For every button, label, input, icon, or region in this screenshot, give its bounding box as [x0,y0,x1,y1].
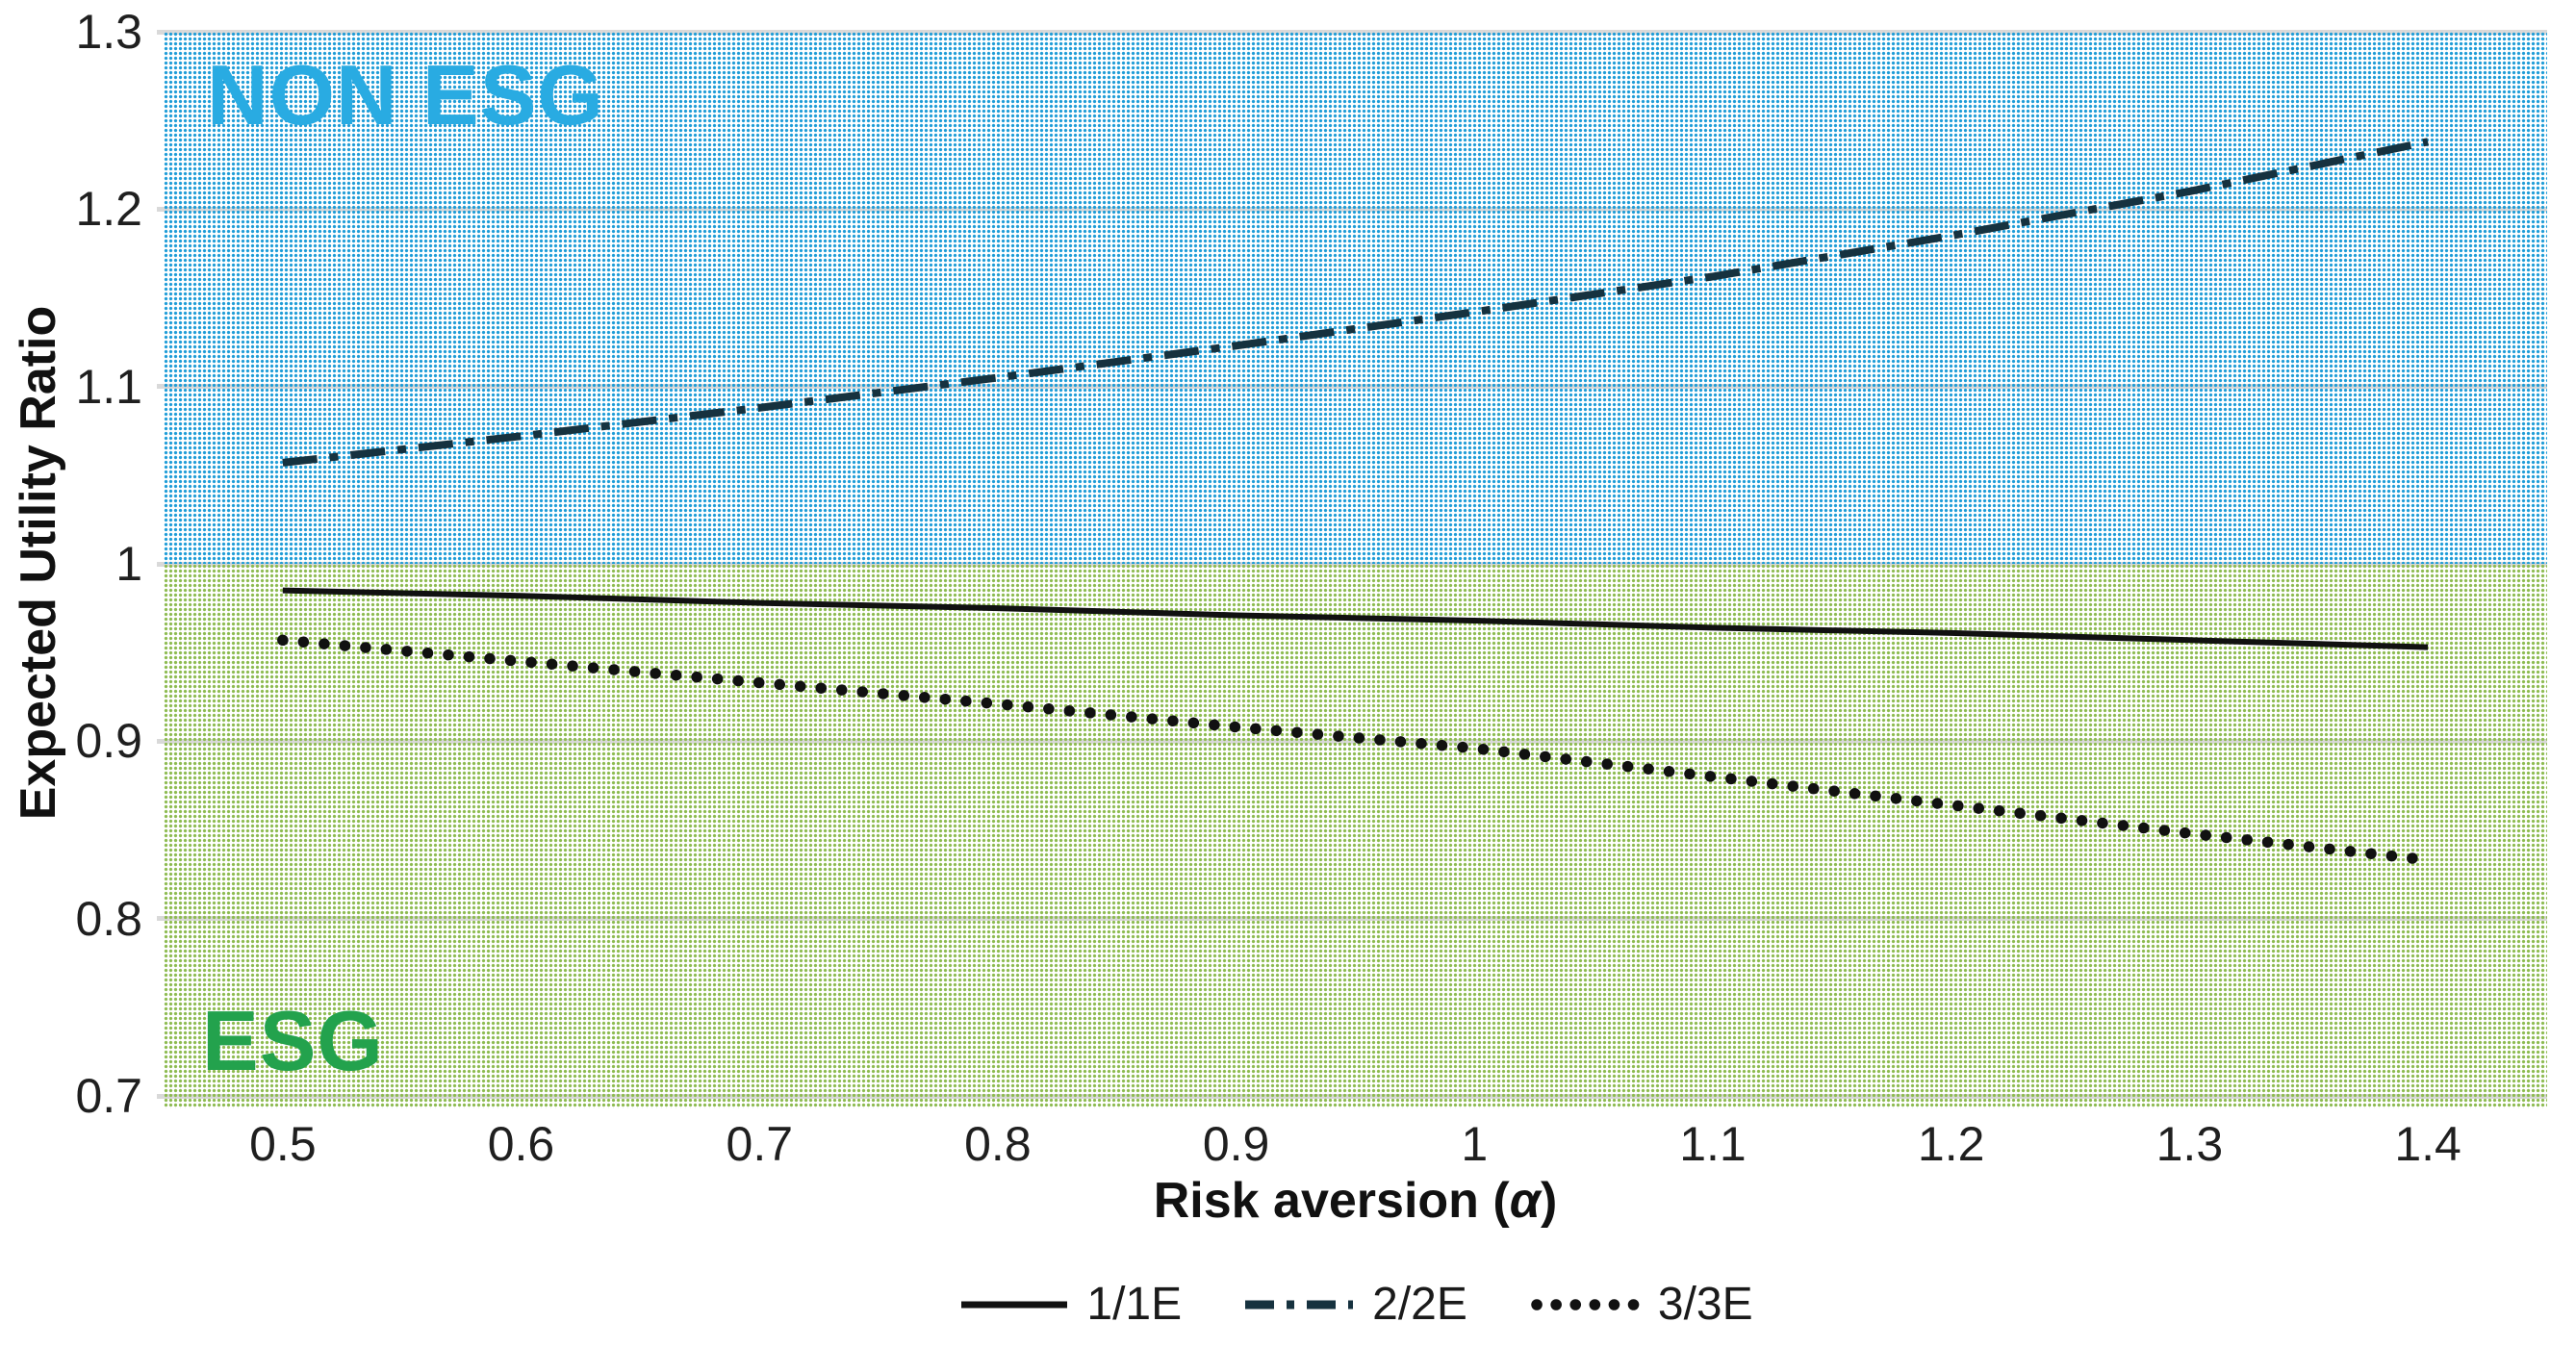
x-tick-label: 0.9 [1202,1117,1270,1171]
region-non-esg: NON ESG [164,32,2547,564]
x-tick-label: 1.1 [1679,1117,1747,1171]
x-tick-label: 1 [1461,1117,1489,1171]
x-tick-label: 0.5 [249,1117,317,1171]
y-tick-label: 0.9 [75,714,142,769]
x-tick-label: 1.3 [2155,1117,2224,1171]
x-axis-title-close: ) [1540,1173,1558,1229]
x-tick-label: 1.4 [2394,1117,2461,1171]
legend-label: 1/1E [1086,1279,1183,1330]
region-esg: ESG [164,564,2547,1108]
y-tick-label: 1.1 [75,359,142,414]
alpha-symbol: α [1509,1173,1541,1229]
y-tick-label: 1 [115,537,142,591]
x-tick-label: 1.2 [1917,1117,1985,1171]
x-tick-label: 0.8 [964,1117,1032,1171]
legend-line-sample-dotted [1531,1299,1643,1310]
legend-label: 3/3E [1657,1279,1753,1330]
legend-label: 2/2E [1372,1279,1467,1330]
series-plot [277,138,2434,866]
series-line-3-3E [277,634,2434,866]
legend-line-sample-dash-dot [1245,1300,1354,1310]
x-axis-title-text: Risk aversion ( [1153,1173,1510,1229]
legend-item-1-1E: 1/1E [957,1282,1182,1328]
x-tick-label: 0.7 [726,1117,794,1171]
legend: 1/1E 2/2E 3/3E [164,1276,2547,1334]
y-tick-label: 0.8 [75,891,142,946]
y-tick-label: 0.7 [75,1069,142,1123]
x-axis-title: Risk aversion (α) [164,1172,2547,1230]
region-label: ESG [202,993,384,1088]
y-tick-label: 1.3 [75,5,142,59]
series-line-1-1E [282,587,2429,650]
legend-line-sample-solid [961,1301,1068,1309]
legend-item-3-3E: 3/3E [1529,1282,1753,1328]
region-label: NON ESG [207,47,604,142]
y-tick-label: 1.2 [75,182,142,237]
legend-item-2-2E: 2/2E [1243,1282,1467,1328]
x-tick-label: 0.6 [487,1117,555,1171]
series-line-2-2E [282,138,2429,467]
